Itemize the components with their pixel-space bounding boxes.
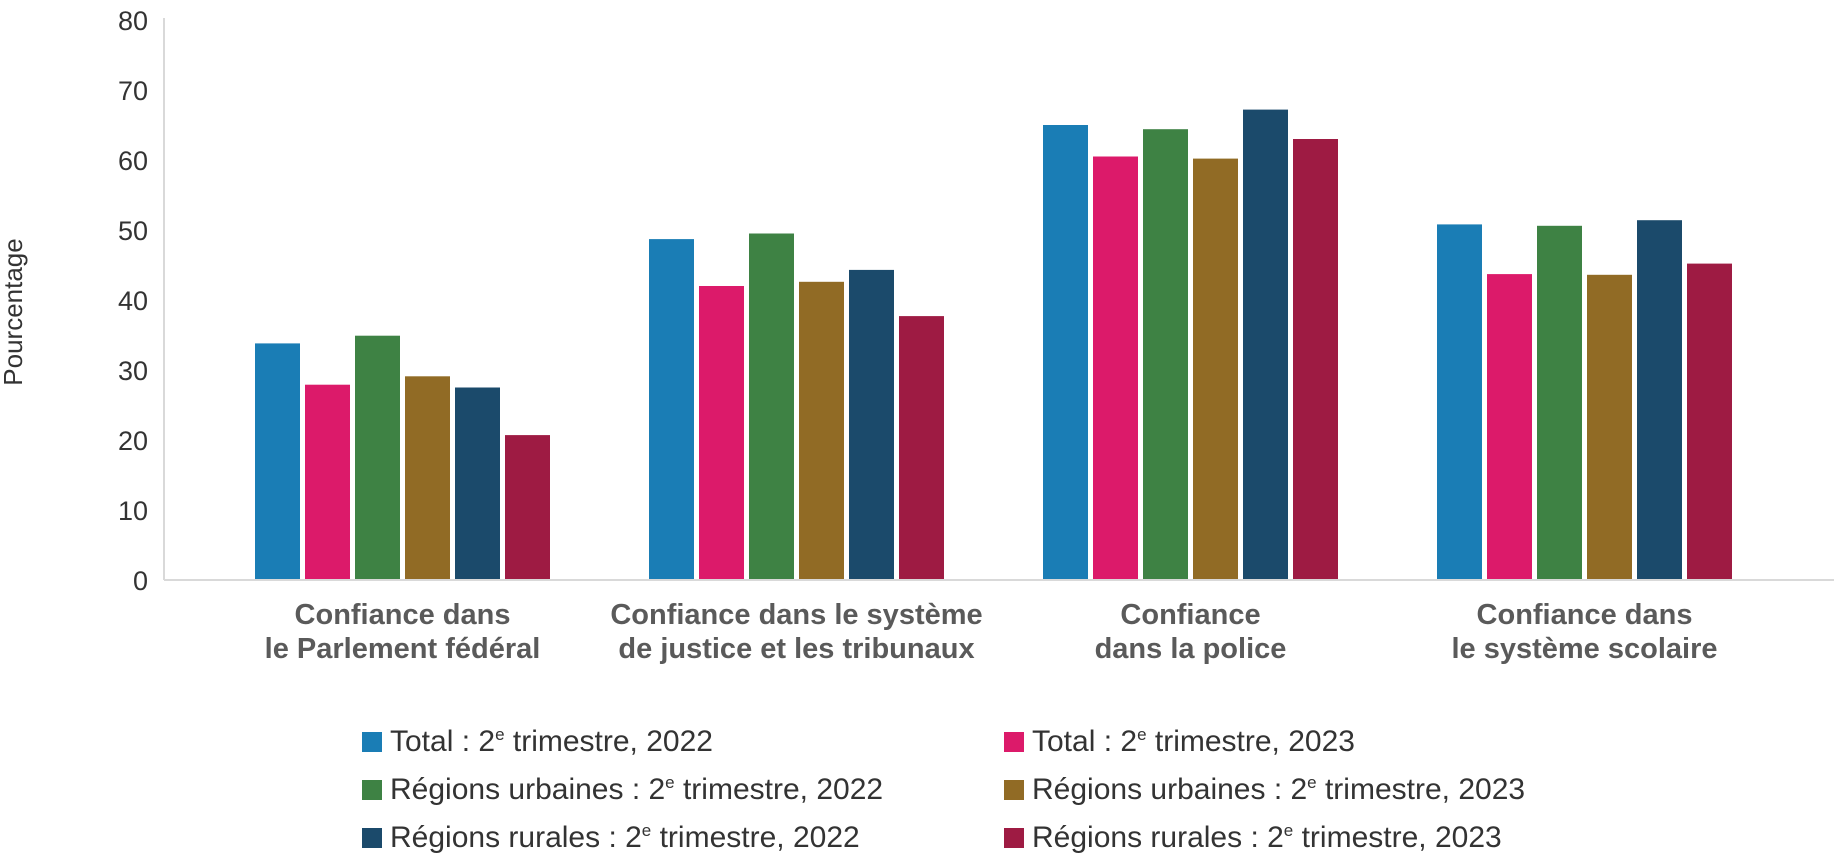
legend-item: Régions rurales : 2e trimestre, 2023 <box>1004 821 1502 855</box>
bar <box>1437 224 1482 580</box>
y-tick-label: 80 <box>118 6 148 36</box>
category-label: de justice et les tribunaux <box>618 633 974 665</box>
bar <box>749 233 794 580</box>
legend-label: Total : 2e trimestre, 2023 <box>1032 725 1355 758</box>
legend-swatch <box>1004 828 1024 848</box>
bars <box>255 109 1732 581</box>
y-tick-label: 20 <box>118 426 148 456</box>
bar <box>255 343 300 580</box>
bar <box>1687 263 1732 580</box>
bar <box>355 335 400 580</box>
bar <box>1487 274 1532 580</box>
y-tick-label: 0 <box>133 566 148 596</box>
bar <box>649 239 694 580</box>
bar <box>1637 220 1682 580</box>
y-tick-label: 70 <box>118 76 148 106</box>
bar <box>1537 225 1582 581</box>
category-label: le Parlement fédéral <box>265 633 541 665</box>
legend-label: Régions urbaines : 2e trimestre, 2022 <box>390 773 884 806</box>
legend-item: Total : 2e trimestre, 2022 <box>362 725 713 759</box>
bar <box>1243 109 1288 580</box>
bar <box>1043 125 1088 580</box>
bar <box>799 281 844 580</box>
bar <box>1193 158 1238 580</box>
legend-item: Total : 2e trimestre, 2023 <box>1004 725 1355 759</box>
y-tick-label: 60 <box>118 146 148 176</box>
bar <box>505 435 550 580</box>
bar <box>305 384 350 580</box>
bar <box>1143 129 1188 580</box>
y-tick-label: 40 <box>118 286 148 316</box>
category-label: Confiance dans <box>295 599 511 631</box>
legend-label: Régions urbaines : 2e trimestre, 2023 <box>1032 773 1526 806</box>
legend-swatch <box>1004 732 1024 752</box>
y-tick-label: 30 <box>118 356 148 386</box>
y-tick-label: 10 <box>118 496 148 526</box>
y-axis: 0 10 20 30 40 50 60 70 80 <box>118 6 165 596</box>
legend-swatch <box>362 780 382 800</box>
bar <box>1587 274 1632 580</box>
legend-label: Régions rurales : 2e trimestre, 2022 <box>390 821 860 854</box>
bar <box>849 269 894 580</box>
bar <box>1293 139 1338 580</box>
legend-label: Régions rurales : 2e trimestre, 2023 <box>1032 821 1502 854</box>
legend-label: Total : 2e trimestre, 2022 <box>390 725 713 758</box>
legend-swatch <box>1004 780 1024 800</box>
category-label: dans la police <box>1095 633 1287 665</box>
legend-item: Régions rurales : 2e trimestre, 2022 <box>362 821 860 855</box>
y-tick-label: 50 <box>118 216 148 246</box>
legend-swatch <box>362 828 382 848</box>
category-label: Confiance dans <box>1477 599 1693 631</box>
bar <box>455 387 500 580</box>
bar <box>699 286 744 580</box>
legend-swatch <box>362 732 382 752</box>
bar <box>405 376 450 580</box>
y-axis-label: Pourcentage <box>0 238 28 385</box>
category-label: Confiance <box>1120 599 1260 631</box>
category-label: Confiance dans le système <box>610 599 982 631</box>
legend-item: Régions urbaines : 2e trimestre, 2023 <box>1004 773 1525 807</box>
category-label: le système scolaire <box>1451 633 1717 665</box>
bar <box>899 316 944 580</box>
legend-item: Régions urbaines : 2e trimestre, 2022 <box>362 773 883 807</box>
bar <box>1093 156 1138 580</box>
